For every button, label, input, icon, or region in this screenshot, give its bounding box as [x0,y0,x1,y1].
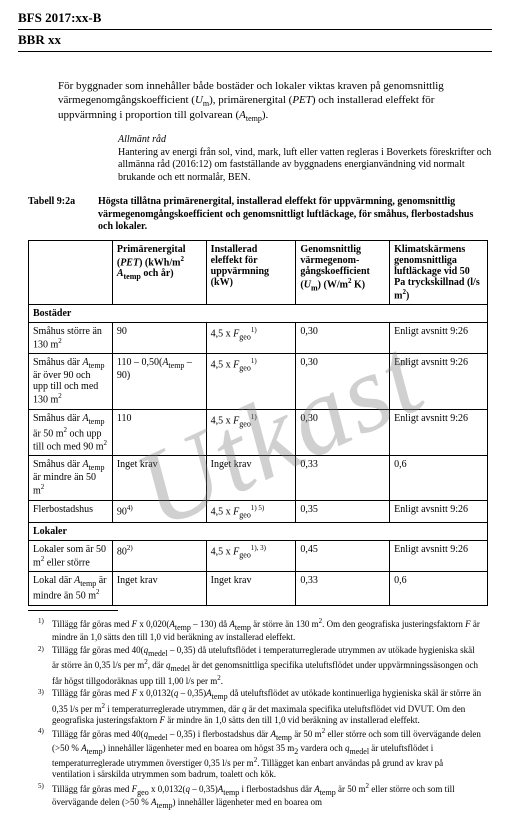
table-caption: Tabell 9:2a Högsta tillåtna primärenergi… [28,196,492,234]
cell: Småhus där Atemp är mindre än 50 m2 [29,456,113,500]
th-luft: Klimatskärmens genomsnittliga luftläckag… [390,240,488,304]
cell: Lokaler som är 50 m2 eller större [29,540,113,571]
cell: 0,33 [296,572,390,605]
cell: Enligt avsnitt 9:26 [390,540,488,571]
cell: Flerbostadshus [29,500,113,522]
cell: Småhus där Atemp är över 90 och upp till… [29,354,113,409]
footnote-5: 5) Tillägg får göras med Fgeo x 0,0132(q… [38,782,482,811]
cell: Inget krav [206,572,296,605]
cell: 0,45 [296,540,390,571]
footnote-1: 1) Tillägg får göras med F x 0,020(Atemp… [38,617,482,643]
footnote-3: 3) Tillägg får göras med F x 0,0132(q – … [38,688,482,725]
cell: 110 – 0,50(Atemp – 90) [112,354,206,409]
cell: 4,5 x Fgeo1) [206,322,296,353]
table-label: Tabell 9:2a [28,196,98,234]
cell: Småhus där Atemp är 50 m2 och upp till o… [29,409,113,456]
cell: 0,6 [390,456,488,500]
header-rule-2 [18,51,492,52]
cell: 0,30 [296,354,390,409]
cell: Enligt avsnitt 9:26 [390,322,488,353]
table-row: Småhus där Atemp är mindre än 50 m2 Inge… [29,456,488,500]
footnote-rule [28,610,118,611]
cell: Lokal där Atemp är mindre än 50 m2 [29,572,113,605]
header-code: BFS 2017:xx-B [18,10,492,26]
footnote-4: 4) Tillägg får göras med 40(qmedel – 0,3… [38,727,482,779]
cell: Inget krav [112,572,206,605]
cell: 110 [112,409,206,456]
cell: Inget krav [112,456,206,500]
cell: 4,5 x Fgeo1), 3) [206,540,296,571]
cell: Småhus större än 130 m2 [29,322,113,353]
table-header-row: Primärenergital (PET) (kWh/m2 Atemp och … [29,240,488,304]
cell: Enligt avsnitt 9:26 [390,500,488,522]
header-sub: BBR xx [18,32,492,48]
cell: 0,35 [296,500,390,522]
section-bostader: Bostäder [29,304,488,322]
table-row: Småhus större än 130 m2 90 4,5 x Fgeo1) … [29,322,488,353]
table-row: Småhus där Atemp är över 90 och upp till… [29,354,488,409]
th-pet: Primärenergital (PET) (kWh/m2 Atemp och … [112,240,206,304]
cell: 0,6 [390,572,488,605]
advice-title: Allmänt råd [118,134,492,147]
cell: 0,33 [296,456,390,500]
intro-paragraph: För byggnader som innehåller både bostäd… [58,80,492,124]
section-row-bostader: Bostäder [29,304,488,322]
cell: 4,5 x Fgeo1) 5) [206,500,296,522]
footnote-2: 2) Tillägg får göras med 40(qmedel – 0,3… [38,645,482,687]
cell: 4,5 x Fgeo1) [206,409,296,456]
cell: Inget krav [206,456,296,500]
cell: 0,30 [296,322,390,353]
cell: 4,5 x Fgeo1) [206,354,296,409]
main-table: Primärenergital (PET) (kWh/m2 Atemp och … [28,240,488,606]
th-um: Genomsnittlig värmegenom­gångskoeffi­cie… [296,240,390,304]
section-row-lokaler: Lokaler [29,522,488,540]
cell: 0,30 [296,409,390,456]
section-lokaler: Lokaler [29,522,488,540]
table-row: Flerbostadshus 904) 4,5 x Fgeo1) 5) 0,35… [29,500,488,522]
table-row: Lokal där Atemp är mindre än 50 m2 Inget… [29,572,488,605]
advice-body: Hantering av energi från sol, vind, mark… [118,147,492,185]
cell: Enligt avsnitt 9:26 [390,409,488,456]
table-row: Småhus där Atemp är 50 m2 och upp till o… [29,409,488,456]
th-blank [29,240,113,304]
footnotes: 1) Tillägg får göras med F x 0,020(Atemp… [38,617,482,811]
table-caption-text: Högsta tillåtna primärenergital, install… [98,196,492,234]
header-rule-1 [18,29,492,30]
advice-block: Allmänt råd Hantering av energi från sol… [118,134,492,184]
th-eleffekt: Installerad eleffekt för uppvärmning (kW… [206,240,296,304]
cell: 90 [112,322,206,353]
cell: Enligt avsnitt 9:26 [390,354,488,409]
table-row: Lokaler som är 50 m2 eller större 802) 4… [29,540,488,571]
cell: 904) [112,500,206,522]
cell: 802) [112,540,206,571]
